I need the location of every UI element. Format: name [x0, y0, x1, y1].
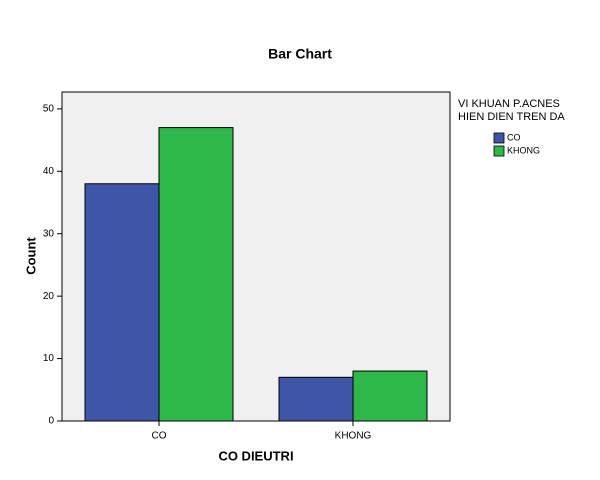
legend-title: HIEN DIEN TREN DA: [458, 111, 565, 123]
legend-label: CO: [507, 132, 521, 142]
y-tick-label: 50: [43, 103, 55, 114]
bar: [84, 183, 160, 422]
y-axis-label: Count: [23, 237, 38, 275]
x-tick-label: CO: [152, 431, 167, 442]
y-tick-label: 20: [43, 291, 55, 302]
legend-swatch: [493, 132, 505, 144]
bar: [158, 127, 234, 422]
bar: [278, 376, 354, 422]
legend-swatch: [493, 145, 505, 157]
y-tick-label: 0: [48, 416, 54, 427]
x-tick-label: KHONG: [335, 431, 372, 442]
legend-label: KHONG: [507, 145, 540, 155]
legend-title: VI KHUAN P.ACNES: [458, 98, 560, 110]
y-tick-label: 10: [43, 353, 55, 364]
x-axis-label: CO DIEUTRI: [218, 448, 293, 463]
chart-title: Bar Chart: [268, 46, 332, 62]
bar: [352, 370, 428, 422]
y-tick-label: 40: [43, 166, 55, 177]
y-tick-label: 30: [43, 228, 55, 239]
